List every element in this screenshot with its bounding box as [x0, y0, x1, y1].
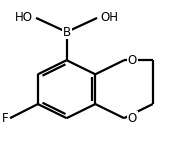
Text: OH: OH	[101, 11, 119, 24]
Text: O: O	[128, 54, 137, 67]
Text: O: O	[128, 112, 137, 125]
Text: B: B	[63, 25, 71, 39]
Text: F: F	[2, 112, 8, 125]
Text: HO: HO	[15, 11, 33, 24]
